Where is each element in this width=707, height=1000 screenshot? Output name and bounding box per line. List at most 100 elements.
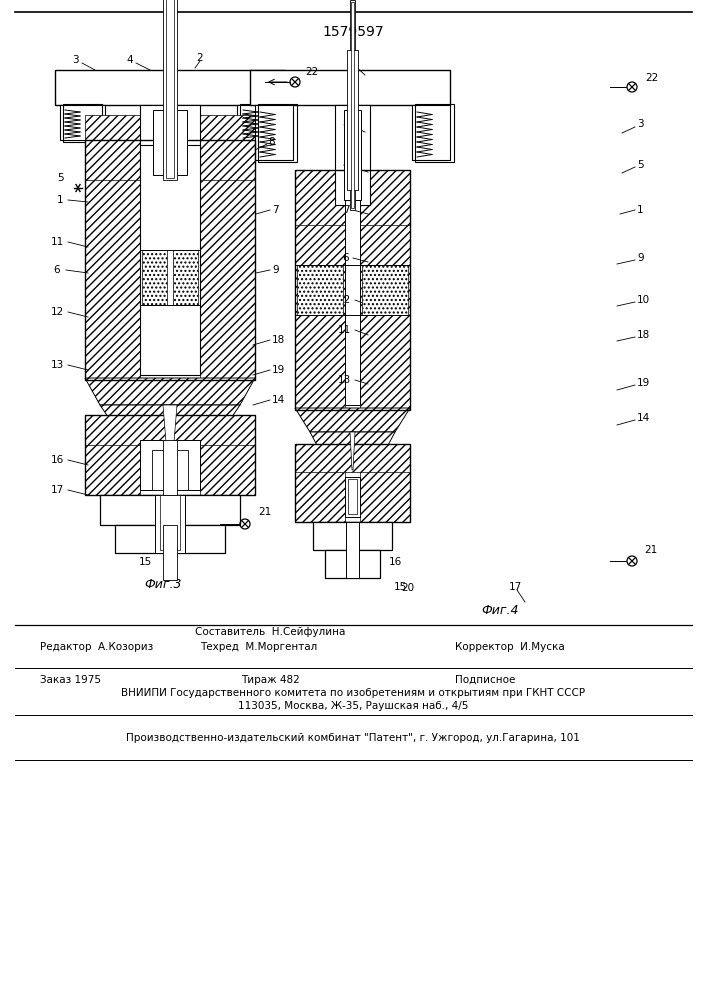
Bar — [237, 105, 282, 140]
Bar — [345, 477, 360, 517]
Bar — [155, 495, 185, 553]
Text: 9: 9 — [637, 253, 643, 263]
Text: 6: 6 — [343, 253, 349, 263]
Bar — [347, 50, 358, 190]
Bar — [250, 70, 450, 105]
Bar — [142, 250, 167, 305]
Bar — [297, 265, 343, 315]
Bar — [140, 440, 200, 490]
Bar — [295, 170, 410, 225]
Bar — [60, 105, 105, 140]
Bar — [295, 444, 410, 522]
Text: 2: 2 — [197, 53, 204, 63]
Bar — [200, 115, 255, 380]
Bar — [237, 105, 282, 140]
Text: 17: 17 — [508, 582, 522, 592]
Text: 14: 14 — [272, 395, 285, 405]
Text: 1: 1 — [57, 195, 64, 205]
Text: 17: 17 — [50, 485, 64, 495]
Text: 18: 18 — [637, 330, 650, 340]
Text: 14: 14 — [637, 413, 650, 423]
Text: 8: 8 — [268, 137, 274, 147]
Polygon shape — [350, 432, 355, 470]
Text: 11: 11 — [337, 325, 351, 335]
Bar — [163, 525, 177, 580]
Bar — [412, 105, 450, 160]
Text: 113035, Москва, Ж-35, Раушская наб., 4/5: 113035, Москва, Ж-35, Раушская наб., 4/5 — [238, 701, 468, 711]
Text: 1: 1 — [637, 205, 643, 215]
Bar — [250, 70, 450, 105]
Text: 5: 5 — [637, 160, 643, 170]
Text: 4: 4 — [343, 160, 349, 170]
Bar — [295, 444, 410, 472]
Text: 12: 12 — [337, 295, 351, 305]
Bar — [255, 105, 293, 160]
Text: Техред  М.Моргентал: Техред М.Моргентал — [200, 642, 317, 652]
Bar — [55, 70, 285, 105]
Text: 19: 19 — [272, 365, 285, 375]
Bar — [335, 105, 370, 205]
Bar — [295, 467, 345, 522]
Bar — [140, 105, 200, 180]
Bar — [115, 525, 225, 553]
Bar — [351, 2, 354, 208]
Text: 3: 3 — [637, 119, 643, 129]
Text: 3: 3 — [71, 55, 78, 65]
Bar — [85, 415, 255, 445]
Bar — [346, 522, 359, 578]
Bar — [360, 200, 410, 410]
Bar — [258, 104, 297, 162]
Bar — [295, 170, 410, 410]
Text: 16: 16 — [388, 557, 402, 567]
Bar — [55, 70, 285, 105]
Bar — [255, 105, 293, 160]
Bar — [412, 105, 450, 160]
Text: 10: 10 — [637, 295, 650, 305]
Text: 22: 22 — [305, 67, 318, 77]
Bar — [140, 145, 200, 375]
Text: Фиг.3: Фиг.3 — [144, 578, 182, 591]
Bar — [344, 110, 361, 200]
Text: Тираж 482: Тираж 482 — [240, 675, 299, 685]
Text: 16: 16 — [50, 455, 64, 465]
Bar — [163, 0, 177, 180]
Bar — [100, 495, 240, 525]
Bar — [313, 522, 392, 550]
Text: Производственно-издательский комбинат "Патент", г. Ужгород, ул.Гагарина, 101: Производственно-издательский комбинат "П… — [126, 733, 580, 743]
Bar — [325, 550, 380, 578]
Bar — [313, 522, 392, 550]
Text: 1579597: 1579597 — [322, 25, 384, 39]
Text: 8: 8 — [343, 119, 349, 129]
Text: 19: 19 — [637, 378, 650, 388]
Bar — [348, 479, 357, 514]
Text: 7: 7 — [272, 205, 279, 215]
Polygon shape — [295, 408, 410, 432]
Bar — [163, 440, 177, 495]
Bar — [60, 105, 105, 140]
Text: 4: 4 — [127, 55, 134, 65]
Text: 13: 13 — [50, 360, 64, 370]
Bar — [166, 0, 174, 178]
Text: 12: 12 — [50, 307, 64, 317]
Bar — [335, 105, 370, 205]
Text: ВНИИПИ Государственного комитета по изобретениям и открытиям при ГКНТ СССР: ВНИИПИ Государственного комитета по изоб… — [121, 688, 585, 698]
Bar — [345, 175, 360, 405]
Text: 7: 7 — [343, 205, 349, 215]
Bar — [362, 265, 408, 315]
Text: 6: 6 — [54, 265, 60, 275]
Text: 18: 18 — [272, 335, 285, 345]
Bar — [85, 115, 140, 380]
Bar — [295, 200, 345, 410]
Bar — [173, 250, 198, 305]
Bar — [200, 440, 255, 495]
Bar — [85, 440, 140, 495]
Polygon shape — [310, 432, 395, 470]
Text: Фиг.4: Фиг.4 — [481, 603, 519, 616]
Bar — [240, 104, 279, 142]
Text: 13: 13 — [337, 375, 351, 385]
Text: 21: 21 — [258, 507, 271, 517]
Text: Заказ 1975: Заказ 1975 — [40, 675, 101, 685]
Text: 11: 11 — [50, 237, 64, 247]
Bar — [85, 140, 255, 380]
Text: Подписное: Подписное — [455, 675, 515, 685]
